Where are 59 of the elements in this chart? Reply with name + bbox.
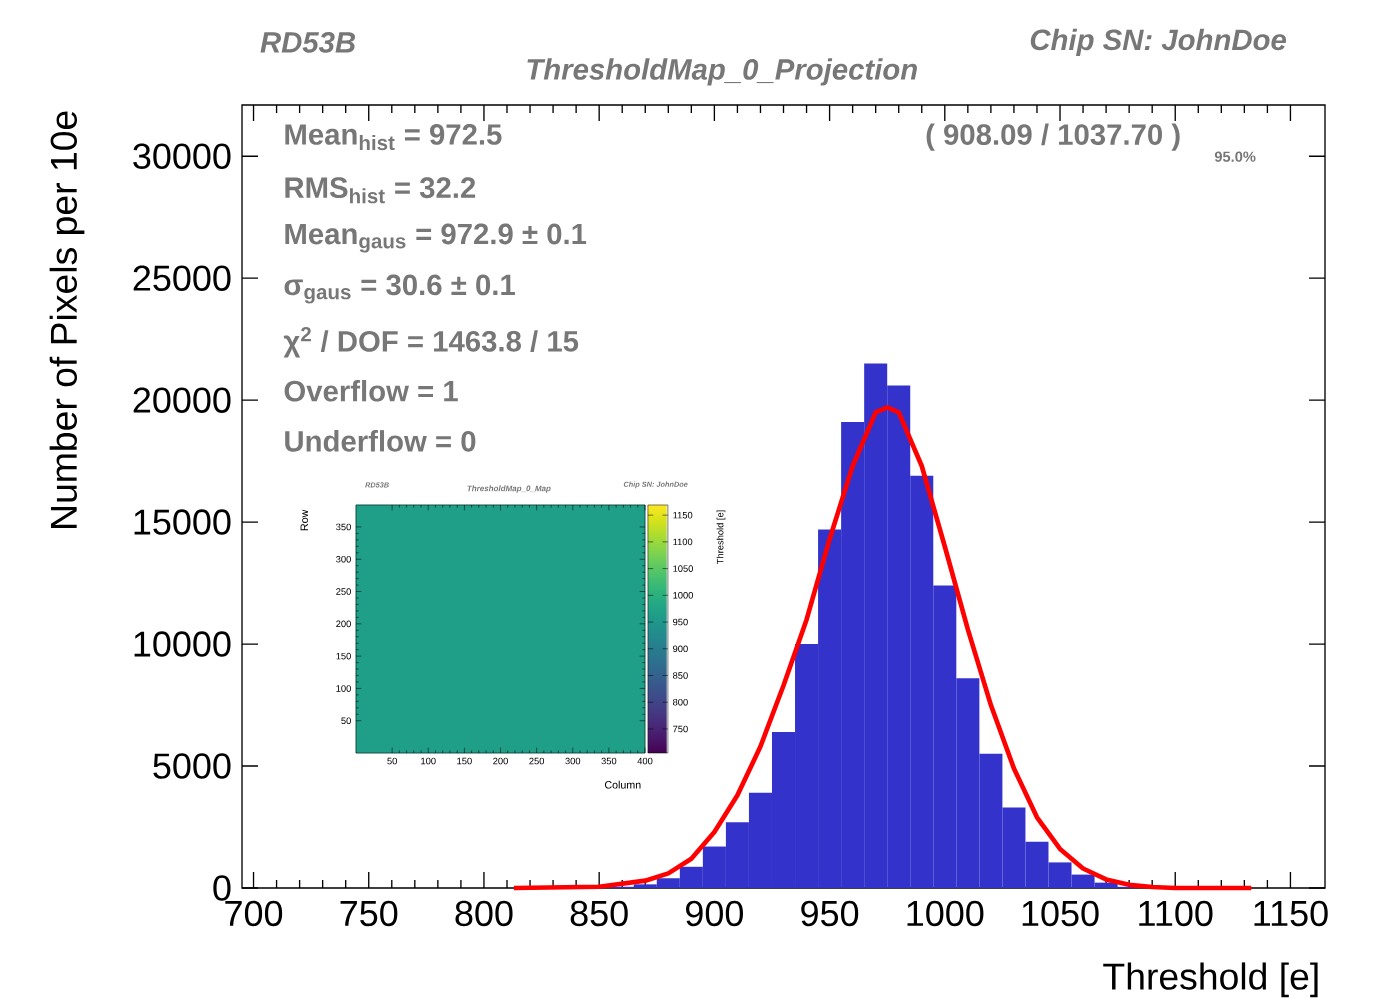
x-tick-label: 150 — [457, 757, 472, 765]
color-bar-label: 750 — [673, 725, 688, 733]
annotation: 95.0% — [1214, 151, 1256, 162]
y-tick-label: 0 — [213, 875, 231, 901]
color-bar-label: 1150 — [673, 511, 693, 519]
annotation: Underflow = 0 — [285, 430, 476, 452]
y-tick-label: 25000 — [133, 265, 231, 291]
annotation: σ$_{gaus}$ = 30.6 ± 0.1 — [284, 274, 515, 304]
color-bar-label: 1100 — [673, 538, 693, 546]
x-tick-label: 950 — [801, 900, 859, 927]
chart-title: ThresholdMap_0_Projection — [527, 58, 917, 86]
text: RD53B — [260, 31, 356, 53]
annotation: Overflow = 1 — [284, 380, 458, 402]
x-tick-label: 200 — [493, 757, 508, 765]
y-tick-label: 100 — [336, 685, 351, 692]
x-tick-label: 1150 — [1254, 900, 1328, 927]
y-tick-label: 20000 — [133, 387, 231, 413]
y-tick-label: 5000 — [153, 753, 231, 779]
x-tick-label: 850 — [570, 900, 628, 927]
annotation: ( 908.09 / 1037.70 ) — [926, 123, 1180, 151]
text: Chip SN: JohnDoe — [1030, 28, 1286, 57]
x-axis-title: Column — [604, 780, 641, 789]
y-axis-title: Number of Pixels per 10e — [49, 111, 85, 528]
x-tick-label: 800 — [455, 900, 513, 927]
color-bar-label: 800 — [673, 698, 688, 706]
x-tick-label: 1000 — [907, 900, 984, 927]
annotation: RMS$_{hist}$ = 32.2 — [285, 177, 476, 204]
x-tick-label: 350 — [601, 757, 617, 765]
x-axis-title: Threshold [e] — [1103, 962, 1318, 998]
y-tick-label: 50 — [341, 717, 351, 724]
x-tick-label: 700 — [225, 900, 283, 927]
chart-title: ThresholdMap_0_Map — [467, 485, 551, 493]
y-tick-label: 300 — [336, 555, 351, 563]
annotation: χ$^{2}$ / DOF = 1463.8 / 15 — [283, 327, 579, 358]
x-tick-label: 1050 — [1022, 900, 1099, 927]
y-tick-label: 350 — [336, 523, 351, 531]
y-axis-title: Row — [300, 509, 309, 531]
y-tick-label: 150 — [336, 652, 351, 660]
x-tick-label: 1100 — [1139, 900, 1213, 927]
x-tick-label: 400 — [637, 757, 653, 765]
color-bar-label: 950 — [673, 618, 688, 626]
x-tick-label: 300 — [565, 757, 581, 765]
x-tick-label: 750 — [340, 900, 398, 927]
annotation: Mean$_{gaus}$ = 972.9 ± 0.1 — [285, 223, 587, 253]
y-tick-label: 15000 — [134, 509, 231, 535]
color-bar-title: Threshold [e] — [716, 510, 726, 564]
color-bar-label: 1000 — [673, 592, 693, 599]
y-tick-label: 200 — [336, 620, 351, 628]
color-bar-label: 850 — [673, 672, 688, 679]
x-tick-label: 250 — [529, 757, 545, 765]
y-tick-label: 30000 — [133, 143, 231, 169]
color-bar-label: 900 — [673, 645, 688, 653]
y-tick-label: 250 — [336, 588, 351, 595]
y-tick-label: 10000 — [134, 631, 231, 657]
annotation: Mean$_{hist}$ = 972.5 — [285, 124, 502, 151]
x-tick-label: 50 — [387, 757, 397, 765]
x-tick-label: 900 — [686, 900, 743, 927]
color-bar-label: 1050 — [673, 565, 693, 572]
x-tick-label: 100 — [421, 757, 436, 765]
